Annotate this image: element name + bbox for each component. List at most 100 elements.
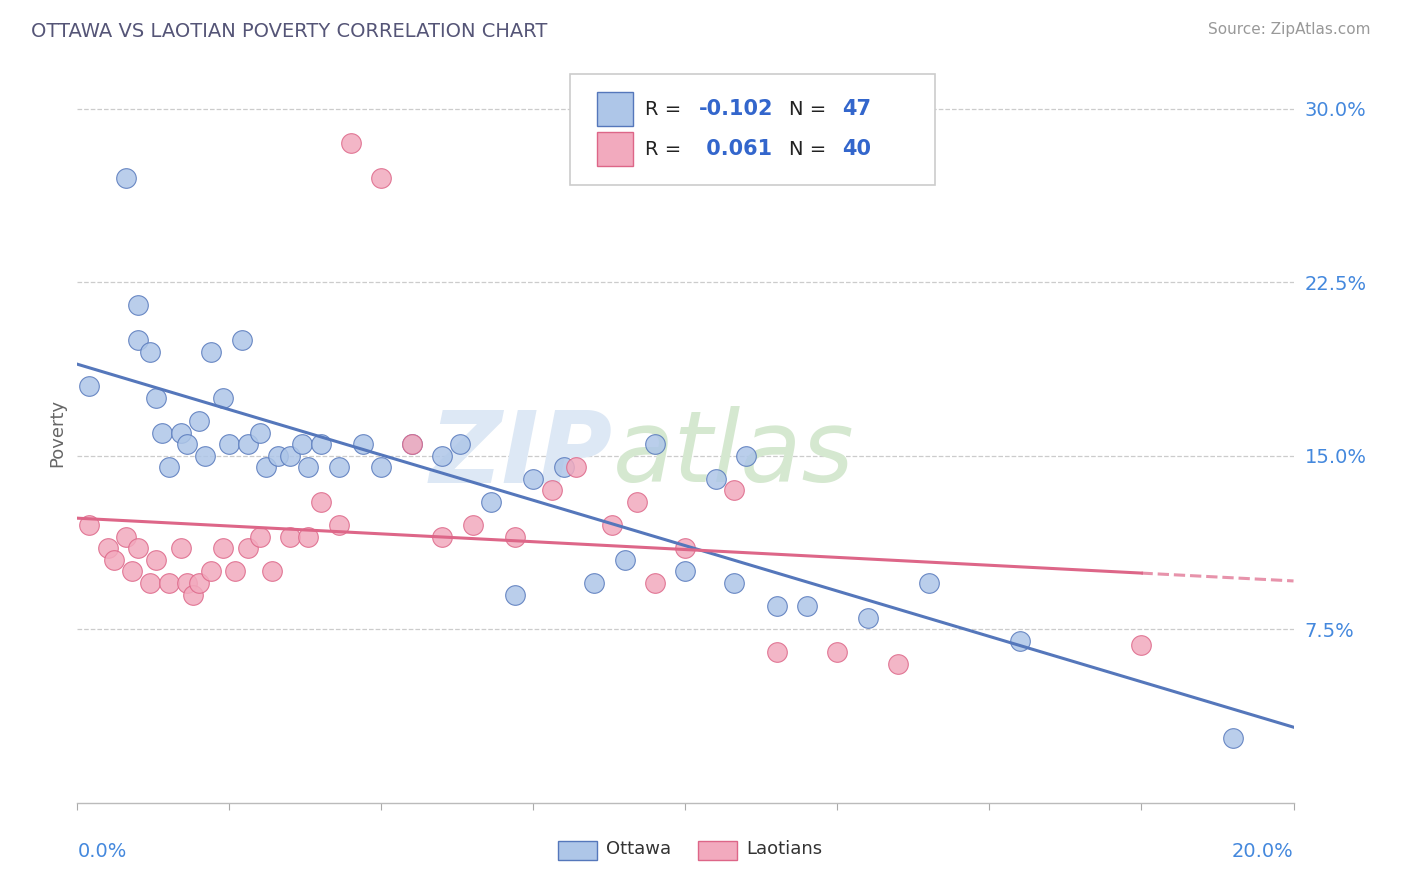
Text: 47: 47 <box>842 99 872 120</box>
Point <box>145 553 167 567</box>
Point <box>887 657 910 671</box>
FancyBboxPatch shape <box>596 132 633 166</box>
Point <box>157 576 180 591</box>
Point <box>309 495 332 509</box>
Point <box>644 576 666 591</box>
Text: N =: N = <box>789 100 832 119</box>
Text: atlas: atlas <box>613 407 853 503</box>
Text: OTTAWA VS LAOTIAN POVERTY CORRELATION CHART: OTTAWA VS LAOTIAN POVERTY CORRELATION CH… <box>31 22 547 41</box>
Point <box>224 565 246 579</box>
Point <box>145 391 167 405</box>
Point <box>157 460 180 475</box>
Point <box>200 565 222 579</box>
Point <box>704 472 727 486</box>
Point <box>461 518 484 533</box>
Point <box>278 530 301 544</box>
Point <box>735 449 758 463</box>
Point <box>430 530 453 544</box>
Point <box>176 437 198 451</box>
Point <box>626 495 648 509</box>
Point <box>401 437 423 451</box>
Point <box>212 541 235 556</box>
Point <box>139 576 162 591</box>
Point <box>200 344 222 359</box>
Point <box>139 344 162 359</box>
Point <box>856 610 879 624</box>
Point <box>1008 633 1031 648</box>
Point <box>127 298 149 312</box>
Point <box>254 460 277 475</box>
Point <box>170 425 193 440</box>
Point <box>1130 639 1153 653</box>
FancyBboxPatch shape <box>569 73 935 185</box>
Point <box>115 530 138 544</box>
Point <box>291 437 314 451</box>
Point <box>479 495 502 509</box>
Text: N =: N = <box>789 139 832 159</box>
Text: Source: ZipAtlas.com: Source: ZipAtlas.com <box>1208 22 1371 37</box>
FancyBboxPatch shape <box>697 841 737 860</box>
Point <box>352 437 374 451</box>
Text: 0.0%: 0.0% <box>77 842 127 861</box>
Point <box>97 541 120 556</box>
Point <box>613 553 636 567</box>
Text: R =: R = <box>645 139 688 159</box>
Point <box>218 437 240 451</box>
Point <box>115 171 138 186</box>
Point <box>127 333 149 347</box>
Point <box>765 645 787 659</box>
Point <box>540 483 562 498</box>
Point <box>79 518 101 533</box>
Text: ZIP: ZIP <box>429 407 613 503</box>
Text: 40: 40 <box>842 139 872 159</box>
Point <box>236 437 259 451</box>
Point <box>765 599 787 614</box>
Point <box>370 171 392 186</box>
Point <box>309 437 332 451</box>
Point <box>723 576 745 591</box>
Point <box>602 518 624 533</box>
Point <box>328 460 350 475</box>
Point <box>181 588 204 602</box>
Point <box>644 437 666 451</box>
Point <box>176 576 198 591</box>
Point <box>370 460 392 475</box>
Point <box>918 576 941 591</box>
Point <box>827 645 849 659</box>
Point <box>297 530 319 544</box>
Point <box>188 576 211 591</box>
Point <box>170 541 193 556</box>
FancyBboxPatch shape <box>596 93 633 126</box>
Point <box>430 449 453 463</box>
Point <box>1222 731 1244 745</box>
Text: 0.061: 0.061 <box>699 139 772 159</box>
Point <box>79 379 101 393</box>
Text: -0.102: -0.102 <box>699 99 773 120</box>
Point <box>249 425 271 440</box>
Point <box>103 553 125 567</box>
Point <box>188 414 211 428</box>
Point <box>152 425 174 440</box>
Point <box>121 565 143 579</box>
Point <box>796 599 818 614</box>
Point <box>340 136 363 151</box>
Point <box>553 460 575 475</box>
Point <box>522 472 544 486</box>
Point <box>297 460 319 475</box>
Point <box>401 437 423 451</box>
Point <box>675 565 697 579</box>
Point <box>278 449 301 463</box>
Point <box>194 449 217 463</box>
Point <box>449 437 471 451</box>
Point <box>723 483 745 498</box>
Text: Laotians: Laotians <box>747 840 823 858</box>
Point <box>503 530 526 544</box>
Point <box>231 333 253 347</box>
Point <box>328 518 350 533</box>
Point <box>260 565 283 579</box>
Text: R =: R = <box>645 100 688 119</box>
Text: 20.0%: 20.0% <box>1232 842 1294 861</box>
Point <box>565 460 588 475</box>
Point <box>675 541 697 556</box>
Point <box>236 541 259 556</box>
